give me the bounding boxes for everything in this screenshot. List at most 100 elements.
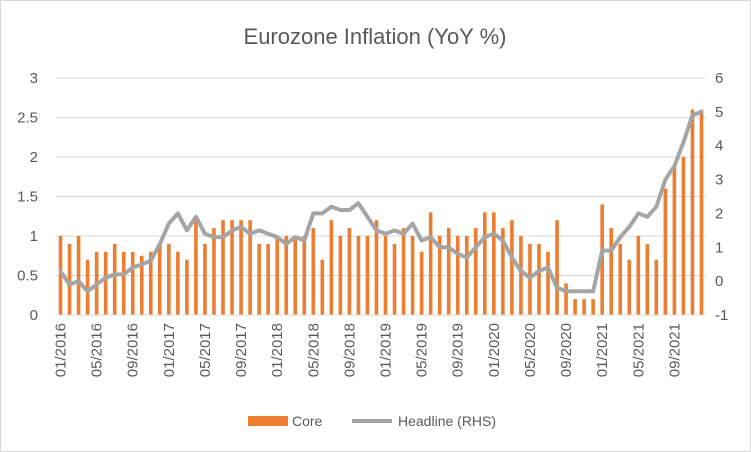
core-bar bbox=[320, 259, 325, 315]
core-bar bbox=[419, 251, 424, 315]
core-bar bbox=[410, 236, 415, 315]
y-axis-right: -1 0 1 2 3 4 5 6 bbox=[715, 70, 728, 324]
headline-line bbox=[58, 109, 704, 294]
y-left-tick-label: 1.5 bbox=[17, 189, 38, 206]
y-right-tick-label: 1 bbox=[715, 239, 723, 256]
core-bar bbox=[582, 299, 586, 315]
core-bar bbox=[690, 109, 695, 315]
core-bar bbox=[699, 109, 704, 315]
x-tick-label: 05/2018 bbox=[305, 323, 322, 377]
core-bar bbox=[663, 188, 668, 315]
core-bar bbox=[510, 220, 514, 315]
y-left-tick-label: 2 bbox=[30, 149, 38, 166]
x-tick-label: 01/2020 bbox=[486, 323, 503, 377]
core-bar bbox=[374, 220, 379, 315]
core-bar bbox=[428, 212, 433, 315]
core-bar bbox=[591, 299, 595, 315]
y-right-tick-label: 4 bbox=[715, 138, 723, 155]
core-bar bbox=[139, 255, 144, 315]
core-bar bbox=[455, 236, 460, 315]
core-bar bbox=[239, 220, 243, 315]
y-right-tick-label: 5 bbox=[715, 104, 723, 121]
core-bar bbox=[275, 236, 279, 315]
x-tick-label: 09/2021 bbox=[666, 323, 683, 377]
x-tick-label: 05/2016 bbox=[89, 323, 106, 377]
y-right-tick-label: 3 bbox=[715, 172, 723, 189]
core-bar bbox=[618, 243, 623, 315]
x-tick-label: 05/2017 bbox=[197, 323, 214, 377]
chart-title: Eurozone Inflation (YoY %) bbox=[244, 24, 507, 49]
core-bar bbox=[473, 228, 478, 315]
y-left-tick-label: 1 bbox=[30, 228, 38, 245]
core-bar bbox=[58, 236, 63, 315]
core-bar bbox=[681, 157, 686, 315]
core-bar bbox=[546, 251, 550, 315]
legend: Core Headline (RHS) bbox=[248, 413, 496, 429]
core-bar bbox=[329, 220, 334, 315]
core-bar bbox=[302, 236, 307, 315]
x-tick-label: 05/2021 bbox=[630, 323, 647, 377]
core-bar bbox=[293, 236, 298, 315]
x-tick-label: 01/2017 bbox=[161, 323, 178, 377]
core-bar bbox=[383, 236, 388, 315]
core-bar bbox=[501, 228, 505, 315]
core-bar bbox=[85, 259, 90, 315]
core-bar bbox=[564, 283, 568, 315]
core-bar bbox=[654, 259, 659, 315]
core-bar bbox=[573, 299, 577, 315]
core-bar bbox=[194, 220, 198, 315]
core-bar bbox=[212, 228, 216, 315]
core-bar bbox=[230, 220, 234, 315]
y-right-tick-label: 6 bbox=[715, 70, 723, 87]
grid-layer bbox=[56, 77, 706, 316]
core-bar bbox=[356, 236, 361, 315]
core-bar bbox=[112, 243, 117, 315]
core-bar bbox=[257, 243, 261, 315]
y-right-tick-label: -1 bbox=[715, 307, 728, 324]
core-bars bbox=[58, 109, 704, 315]
core-bar bbox=[248, 220, 252, 315]
core-bar bbox=[130, 251, 135, 315]
x-tick-label: 09/2018 bbox=[341, 323, 358, 377]
y-left-tick-label: 3 bbox=[30, 70, 38, 87]
core-bar bbox=[401, 228, 406, 315]
core-bar bbox=[338, 236, 343, 315]
x-tick-label: 09/2016 bbox=[125, 323, 142, 377]
core-bar bbox=[221, 220, 225, 315]
x-axis: 01/2016 05/2016 09/2016 01/2017 05/2017 09/20… bbox=[53, 314, 706, 377]
x-tick-label: 01/2019 bbox=[378, 323, 395, 377]
core-bar bbox=[311, 228, 316, 315]
x-tick-label: 05/2020 bbox=[522, 323, 539, 377]
core-bar bbox=[672, 164, 677, 315]
core-bar bbox=[483, 212, 487, 315]
core-bar bbox=[347, 228, 352, 315]
core-bar bbox=[537, 243, 541, 315]
core-bar bbox=[176, 251, 180, 315]
x-tick-label: 09/2017 bbox=[233, 323, 250, 377]
y-right-tick-label: 0 bbox=[715, 273, 723, 290]
core-bar bbox=[365, 236, 370, 315]
core-bar bbox=[266, 243, 270, 315]
x-tick-label: 01/2021 bbox=[594, 323, 611, 377]
headline-line-layer bbox=[58, 109, 704, 294]
x-tick-label: 01/2016 bbox=[53, 323, 70, 377]
x-tick-label: 01/2018 bbox=[269, 323, 286, 377]
core-bar bbox=[437, 236, 442, 315]
y-right-tick-label: 2 bbox=[715, 205, 723, 222]
y-left-tick-label: 0 bbox=[30, 307, 38, 324]
core-bar bbox=[103, 251, 108, 315]
core-bar bbox=[158, 243, 162, 315]
legend-core-label: Core bbox=[292, 413, 323, 429]
core-bar bbox=[492, 212, 496, 315]
core-bar bbox=[203, 243, 207, 315]
core-bar bbox=[636, 236, 641, 315]
core-bar bbox=[167, 243, 171, 315]
core-bar bbox=[185, 259, 189, 315]
y-axis-left: 0 0.5 1 1.5 2 2.5 3 bbox=[17, 70, 38, 324]
core-bar bbox=[464, 236, 469, 315]
x-tick-label: 05/2019 bbox=[414, 323, 431, 377]
core-bar bbox=[392, 243, 397, 315]
core-bar bbox=[519, 236, 523, 315]
x-tick-label: 09/2019 bbox=[450, 323, 467, 377]
